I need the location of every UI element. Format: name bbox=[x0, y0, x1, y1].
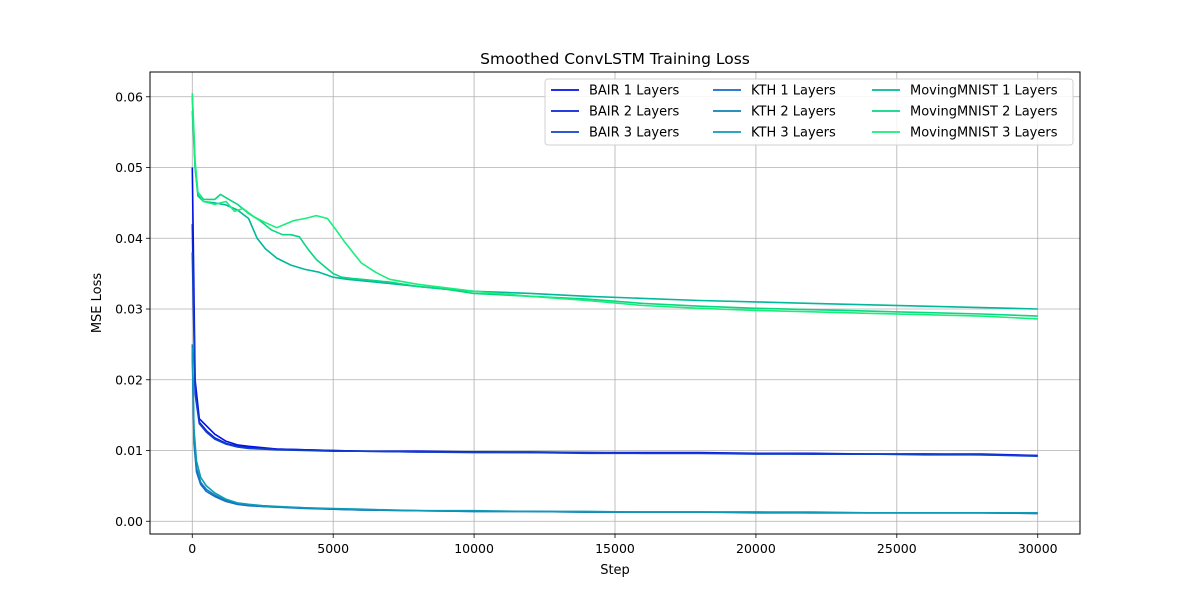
legend-label: BAIR 1 Layers bbox=[589, 84, 679, 99]
series-line-3 bbox=[191, 252, 1038, 457]
x-tick-label: 20000 bbox=[736, 541, 776, 556]
series-line-8 bbox=[191, 110, 1038, 317]
y-axis-label: MSE Loss bbox=[90, 273, 105, 334]
legend-label: MovingMNIST 1 Layers bbox=[910, 84, 1058, 99]
y-tick-label: 0.04 bbox=[115, 231, 143, 246]
y-axis: 0.00 0.01 0.02 0.03 0.04 0.05 0.06 bbox=[115, 89, 150, 529]
legend-box bbox=[544, 78, 1074, 146]
legend-item: KTH 3 Layers bbox=[713, 126, 836, 141]
y-tick-label: 0.06 bbox=[115, 89, 143, 104]
x-tick-label: 5000 bbox=[317, 541, 349, 556]
legend-item: MovingMNIST 2 Layers bbox=[872, 105, 1058, 120]
series-lines bbox=[191, 93, 1038, 515]
legend-item: BAIR 2 Layers bbox=[551, 105, 679, 120]
x-axis-label: Step bbox=[600, 563, 630, 578]
legend-label: BAIR 2 Layers bbox=[589, 105, 679, 120]
series-line-6 bbox=[191, 347, 1038, 514]
y-tick-label: 0.03 bbox=[115, 302, 143, 317]
legend-label: KTH 1 Layers bbox=[751, 84, 836, 99]
y-tick-label: 0.05 bbox=[115, 160, 143, 175]
legend-item: KTH 1 Layers bbox=[713, 84, 836, 99]
legend-label: KTH 2 Layers bbox=[751, 105, 836, 120]
legend-item: KTH 2 Layers bbox=[713, 105, 836, 120]
legend-item: MovingMNIST 1 Layers bbox=[872, 84, 1058, 99]
legend-label: MovingMNIST 3 Layers bbox=[910, 126, 1058, 141]
x-axis: 0 5000 10000 15000 20000 25000 30000 bbox=[188, 534, 1058, 556]
x-tick-label: 15000 bbox=[595, 541, 635, 556]
legend-item: BAIR 3 Layers bbox=[551, 126, 679, 141]
legend-label: KTH 3 Layers bbox=[751, 126, 836, 141]
series-line-7 bbox=[191, 96, 1038, 310]
x-tick-label: 0 bbox=[188, 541, 196, 556]
y-tick-label: 0.00 bbox=[115, 514, 143, 529]
legend-item: MovingMNIST 3 Layers bbox=[872, 126, 1058, 141]
series-line-9 bbox=[191, 93, 1038, 320]
x-tick-label: 25000 bbox=[877, 541, 917, 556]
legend: BAIR 1 Layers BAIR 2 Layers BAIR 3 Layers K… bbox=[544, 78, 1074, 146]
chart-title: Smoothed ConvLSTM Training Loss bbox=[480, 50, 750, 68]
x-tick-label: 10000 bbox=[454, 541, 494, 556]
legend-label: MovingMNIST 2 Layers bbox=[910, 105, 1058, 120]
legend-label: BAIR 3 Layers bbox=[589, 126, 679, 141]
y-tick-label: 0.01 bbox=[115, 443, 143, 458]
legend-item: BAIR 1 Layers bbox=[551, 84, 679, 99]
x-tick-label: 30000 bbox=[1018, 541, 1058, 556]
y-tick-label: 0.02 bbox=[115, 372, 143, 387]
